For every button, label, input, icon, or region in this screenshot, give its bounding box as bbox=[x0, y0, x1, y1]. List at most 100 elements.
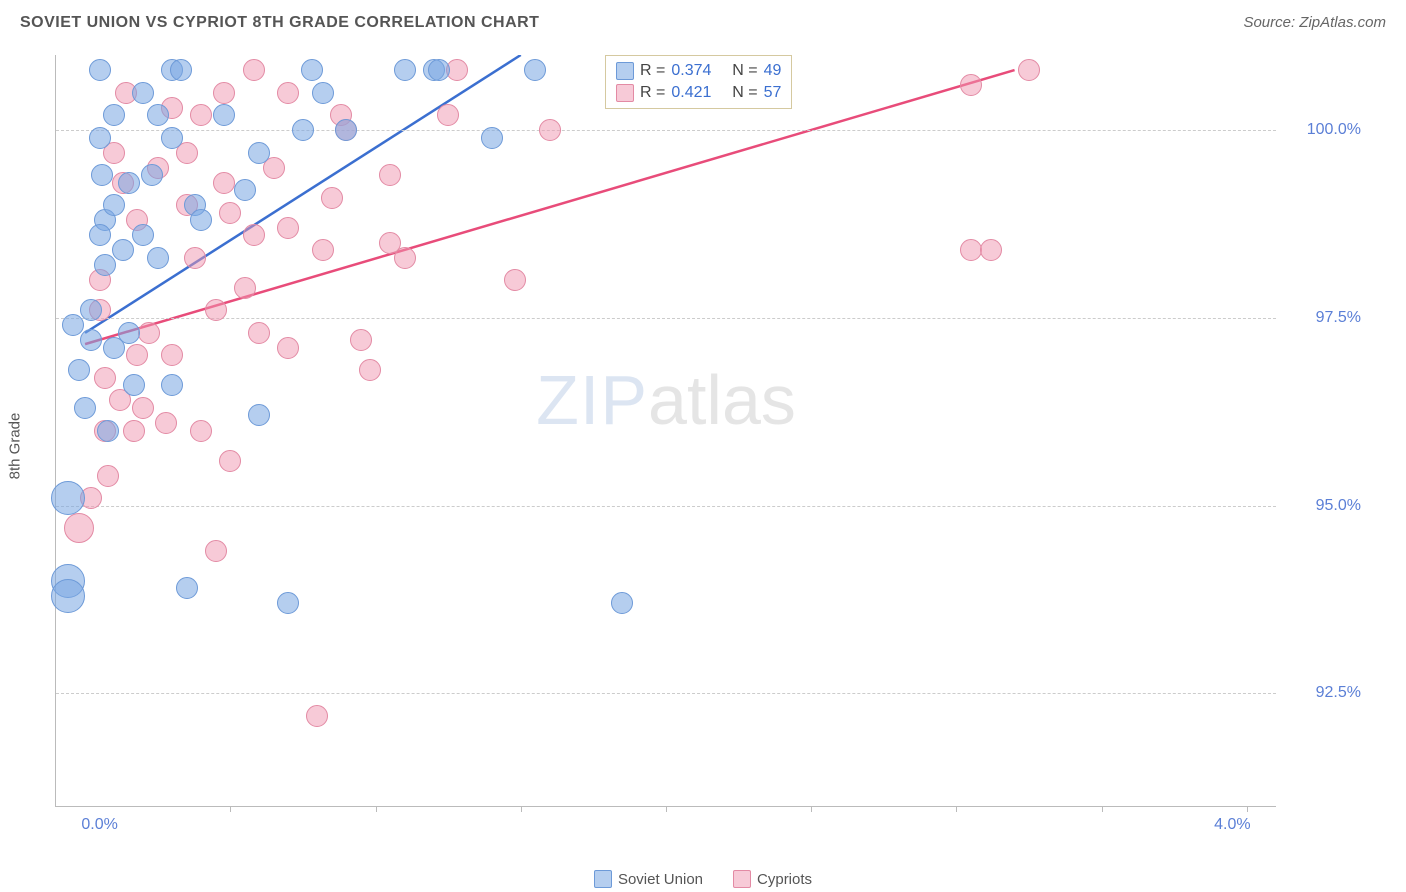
data-point-series1 bbox=[89, 224, 111, 246]
data-point-series2 bbox=[321, 187, 343, 209]
data-point-series2 bbox=[350, 329, 372, 351]
data-point-series1 bbox=[394, 59, 416, 81]
y-tick-label: 97.5% bbox=[1281, 309, 1361, 327]
data-point-series1 bbox=[89, 59, 111, 81]
data-point-series1 bbox=[292, 119, 314, 141]
data-point-series1 bbox=[234, 179, 256, 201]
data-point-series1 bbox=[123, 374, 145, 396]
data-point-series2 bbox=[126, 344, 148, 366]
data-point-series2 bbox=[1018, 59, 1040, 81]
data-point-series1 bbox=[132, 82, 154, 104]
r-value-2: 0.421 bbox=[671, 84, 711, 102]
data-point-series1 bbox=[74, 397, 96, 419]
data-point-series1 bbox=[132, 224, 154, 246]
data-point-series1 bbox=[312, 82, 334, 104]
data-point-series1 bbox=[161, 127, 183, 149]
watermark: ZIPatlas bbox=[536, 360, 796, 440]
data-point-series2 bbox=[132, 397, 154, 419]
data-point-series2 bbox=[97, 465, 119, 487]
data-point-series2 bbox=[960, 239, 982, 261]
data-point-series2 bbox=[205, 299, 227, 321]
data-point-series1 bbox=[89, 127, 111, 149]
data-point-series2 bbox=[213, 82, 235, 104]
chart-title: SOVIET UNION VS CYPRIOT 8TH GRADE CORREL… bbox=[20, 14, 539, 32]
data-point-series2 bbox=[306, 705, 328, 727]
data-point-series2 bbox=[161, 344, 183, 366]
data-point-series1 bbox=[248, 142, 270, 164]
data-point-series1 bbox=[118, 322, 140, 344]
data-point-series1 bbox=[51, 579, 85, 613]
data-point-series1 bbox=[80, 299, 102, 321]
data-point-series1 bbox=[97, 420, 119, 442]
data-point-series1 bbox=[51, 481, 85, 515]
data-point-series1 bbox=[277, 592, 299, 614]
n-label: N = bbox=[732, 62, 757, 80]
data-point-series2 bbox=[94, 367, 116, 389]
legend-label-series2: Cypriots bbox=[757, 871, 812, 888]
grid-line bbox=[56, 693, 1276, 694]
data-point-series1 bbox=[611, 592, 633, 614]
x-tick bbox=[521, 806, 522, 812]
grid-line bbox=[56, 130, 1276, 131]
data-point-series1 bbox=[68, 359, 90, 381]
data-point-series2 bbox=[243, 224, 265, 246]
data-point-series2 bbox=[219, 450, 241, 472]
n-value-1: 49 bbox=[764, 62, 782, 80]
data-point-series2 bbox=[190, 420, 212, 442]
stats-box: R = 0.374 N = 49 R = 0.421 N = 57 bbox=[605, 55, 792, 109]
data-point-series2 bbox=[219, 202, 241, 224]
data-point-series2 bbox=[123, 420, 145, 442]
watermark-atlas: atlas bbox=[648, 361, 796, 439]
y-axis-label: 8th Grade bbox=[7, 413, 24, 480]
data-point-series1 bbox=[80, 329, 102, 351]
legend-item-series1: Soviet Union bbox=[594, 870, 703, 888]
header: SOVIET UNION VS CYPRIOT 8TH GRADE CORREL… bbox=[20, 14, 1386, 32]
legend-label-series1: Soviet Union bbox=[618, 871, 703, 888]
scatter-plot: ZIPatlas R = 0.374 N = 49 R = 0.421 N = … bbox=[55, 55, 1276, 807]
r-label: R = bbox=[640, 84, 665, 102]
data-point-series1 bbox=[213, 104, 235, 126]
data-point-series2 bbox=[243, 59, 265, 81]
data-point-series2 bbox=[277, 82, 299, 104]
data-point-series2 bbox=[277, 337, 299, 359]
data-point-series1 bbox=[176, 577, 198, 599]
data-point-series1 bbox=[147, 104, 169, 126]
data-point-series2 bbox=[190, 104, 212, 126]
swatch-series1 bbox=[616, 62, 634, 80]
y-tick-label: 92.5% bbox=[1281, 684, 1361, 702]
legend: Soviet Union Cypriots bbox=[0, 870, 1406, 888]
data-point-series2 bbox=[539, 119, 561, 141]
x-tick bbox=[956, 806, 957, 812]
data-point-series1 bbox=[248, 404, 270, 426]
data-point-series2 bbox=[437, 104, 459, 126]
data-point-series1 bbox=[103, 194, 125, 216]
data-point-series2 bbox=[960, 74, 982, 96]
grid-line bbox=[56, 318, 1276, 319]
n-value-2: 57 bbox=[764, 84, 782, 102]
x-tick bbox=[811, 806, 812, 812]
grid-line bbox=[56, 506, 1276, 507]
data-point-series1 bbox=[161, 374, 183, 396]
x-tick-label: 4.0% bbox=[1214, 816, 1250, 834]
legend-swatch-series2 bbox=[733, 870, 751, 888]
legend-item-series2: Cypriots bbox=[733, 870, 812, 888]
x-tick-label: 0.0% bbox=[81, 816, 117, 834]
data-point-series1 bbox=[147, 247, 169, 269]
data-point-series1 bbox=[301, 59, 323, 81]
data-point-series2 bbox=[379, 164, 401, 186]
data-point-series1 bbox=[94, 254, 116, 276]
data-point-series2 bbox=[64, 513, 94, 543]
data-point-series1 bbox=[428, 59, 450, 81]
data-point-series1 bbox=[112, 239, 134, 261]
data-point-series2 bbox=[184, 247, 206, 269]
data-point-series2 bbox=[155, 412, 177, 434]
legend-swatch-series1 bbox=[594, 870, 612, 888]
data-point-series2 bbox=[359, 359, 381, 381]
data-point-series1 bbox=[170, 59, 192, 81]
stats-row-2: R = 0.421 N = 57 bbox=[616, 82, 781, 104]
x-tick bbox=[230, 806, 231, 812]
data-point-series2 bbox=[277, 217, 299, 239]
data-point-series1 bbox=[103, 104, 125, 126]
r-label: R = bbox=[640, 62, 665, 80]
stats-row-1: R = 0.374 N = 49 bbox=[616, 60, 781, 82]
